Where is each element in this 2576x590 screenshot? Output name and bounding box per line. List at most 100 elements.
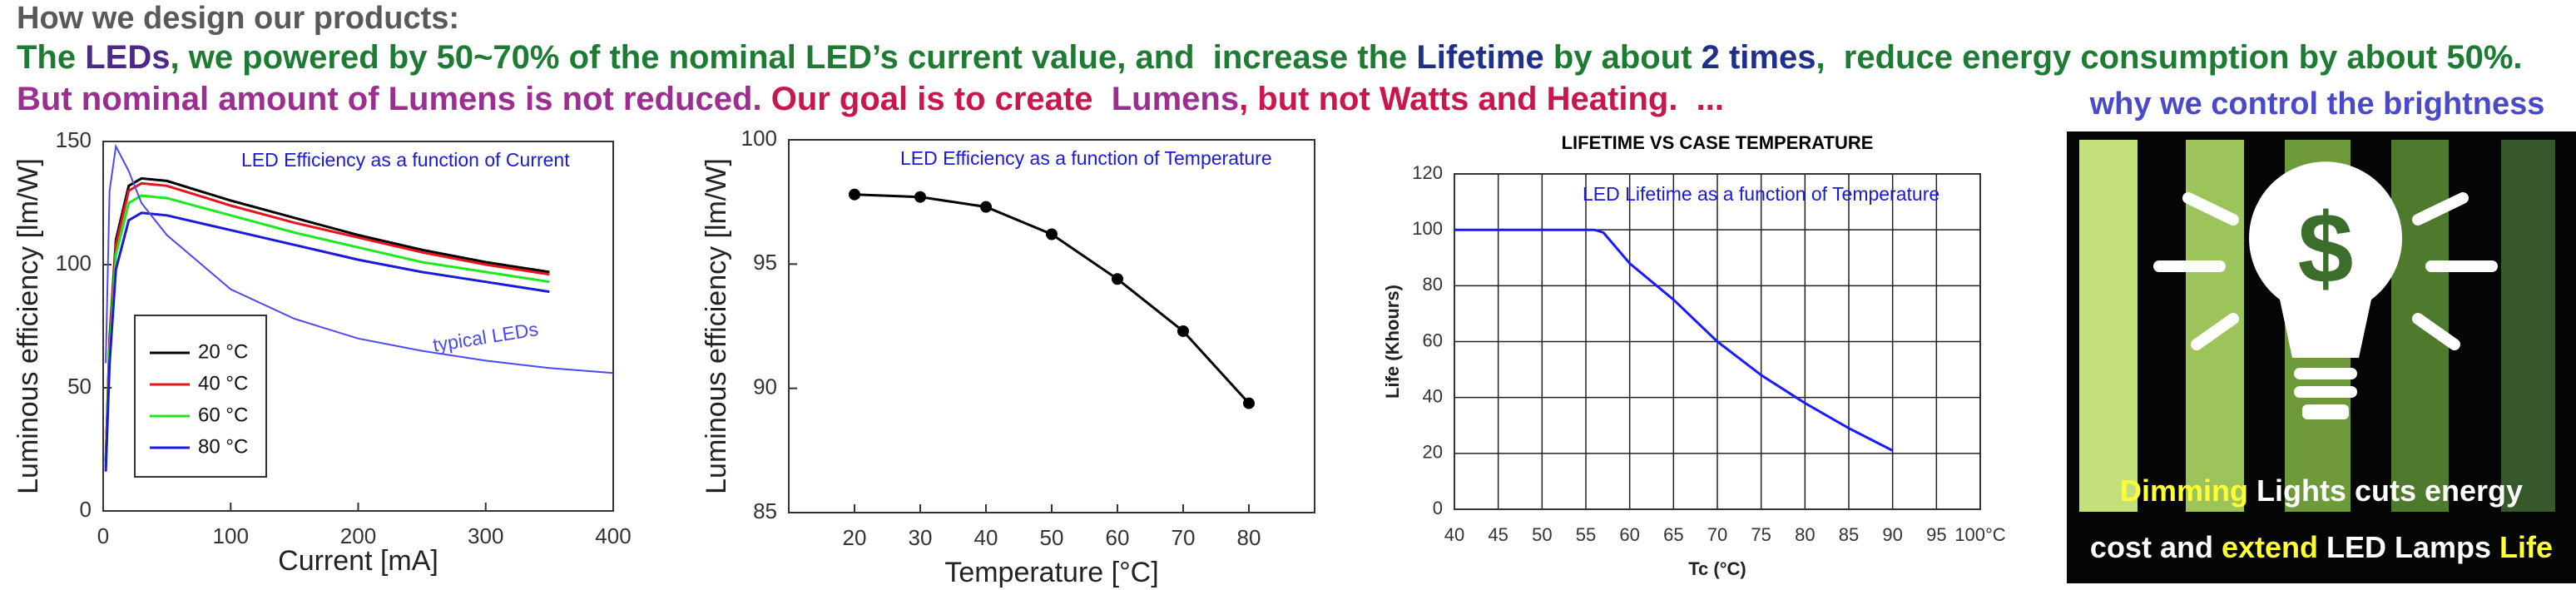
y-tick-label: 80 (1423, 274, 1443, 295)
x-axis-label: Current [mA] (278, 545, 438, 577)
y-tick-label: 0 (80, 497, 92, 522)
y-tick-label: 50 (67, 374, 92, 399)
y-tick-label: 90 (753, 374, 777, 399)
chart: 0 20 40 60 80 100 120 40 45 50 55 60 65 70 75 80 85 90 95 1… (1382, 132, 2006, 579)
y-tick-label: 40 (1423, 385, 1443, 406)
legend-label: 60 °C (198, 404, 248, 426)
x-tick-label: 20 (843, 525, 867, 550)
y-tick-label: 20 (1423, 442, 1443, 463)
x-tick-label: 300 (468, 523, 503, 548)
series-line (1454, 228, 1894, 452)
text-segment: , we powered by 50~70% of the nominal LE… (170, 39, 1416, 76)
text-segment: Lifetime (1416, 39, 1543, 76)
x-tick-label: 100 (213, 523, 249, 548)
y-axis-label: Luminous efficiency [lm/W] (701, 158, 732, 494)
text-segment: Dimming (2120, 473, 2248, 508)
x-tick-label: 60 (1106, 525, 1130, 550)
x-tick-label: 45 (1488, 524, 1508, 545)
x-tick-label: 55 (1576, 524, 1596, 545)
annotation: LED Lifetime as a function of Temperatur… (1583, 183, 1939, 205)
point (849, 188, 860, 201)
point (1046, 228, 1058, 240)
x-tick-label: 65 (1663, 524, 1683, 545)
x-tick-label: 100°C (1954, 524, 2006, 545)
x-tick-label: 50 (1040, 525, 1064, 550)
chart: 85 90 95 100 20 30 40 50 60 70 80 Temperature [°C] L… (701, 126, 1315, 588)
legend-label: 80 °C (198, 435, 248, 458)
annotation: LED Efficiency as a function of Current (241, 149, 570, 171)
x-tick-label: 50 (1532, 524, 1552, 545)
chart-title: LIFETIME VS CASE TEMPERATURE (1562, 132, 1874, 153)
y-tick-label: 0 (1433, 498, 1443, 518)
panel-caption: cost and extend LED Lamps Life (2090, 530, 2553, 564)
x-tick-label: 80 (1795, 524, 1815, 545)
x-tick-label: 95 (1926, 524, 1946, 545)
text-segment: , reduce energy consumption by about 50%… (1816, 39, 2522, 76)
rays (2153, 192, 2498, 350)
bulb-base (2302, 404, 2349, 419)
y-tick-label: 100 (1412, 218, 1443, 239)
y-tick-label: 100 (56, 250, 92, 275)
x-tick-label: 80 (1237, 525, 1261, 550)
annotation: LED Efficiency as a function of Temperat… (900, 147, 1272, 169)
y-tick-label: 85 (753, 498, 777, 523)
x-tick-label: 90 (1882, 524, 1902, 545)
point (1243, 397, 1255, 409)
text-segment: by about (1544, 39, 1702, 76)
stripe (2079, 140, 2138, 512)
text-segment: Our goal is to create (771, 81, 1112, 117)
series-line (104, 211, 550, 472)
x-tick-label: 70 (1172, 525, 1196, 550)
text-segment: LED Lamps (2318, 530, 2499, 564)
x-tick-label: 200 (340, 523, 376, 548)
reference-label: typical LEDs (431, 318, 539, 356)
dollar-symbol: $ (2298, 193, 2354, 305)
bulb-base (2294, 386, 2357, 398)
legend-label: 40 °C (198, 372, 248, 394)
text-segment: But nominal amount of Lumens is not redu… (17, 81, 771, 117)
plot-frame (102, 141, 614, 512)
header-line: The LEDs, we powered by 50~70% of the no… (17, 39, 2523, 76)
point (914, 191, 926, 203)
x-tick-label: 85 (1839, 524, 1859, 545)
text-segment: Life (2499, 530, 2553, 564)
header-line: But nominal amount of Lumens is not redu… (17, 81, 1724, 117)
point (1112, 273, 1123, 285)
y-axis-label: Life (Khours) (1382, 285, 1403, 399)
image-panel: $ Dimming Lights cuts energy cost and ex… (2067, 131, 2576, 583)
y-tick-label: 60 (1423, 330, 1443, 350)
plot-frame (788, 139, 1315, 513)
chart: 0 50 100 150 0 100 200 300 400 Current [mA] Lumino… (12, 127, 632, 577)
point (980, 201, 992, 213)
x-axis-label: Tc (°C) (1688, 558, 1746, 579)
x-tick-label: 400 (595, 523, 631, 548)
x-tick-label: 70 (1707, 524, 1727, 545)
x-tick-label: 40 (1444, 524, 1464, 545)
text-segment: extend (2222, 530, 2318, 564)
x-tick-label: 40 (974, 525, 998, 550)
y-axis-label: Luminous efficiency [lm/W] (12, 158, 44, 494)
x-tick-label: 75 (1751, 524, 1771, 545)
legend-box (134, 315, 267, 478)
text-segment: Lights cuts energy (2248, 473, 2523, 508)
text-segment: LEDs (85, 39, 170, 76)
bulb-base (2294, 368, 2357, 379)
y-tick-label: 100 (741, 126, 777, 151)
x-axis-label: Temperature [°C] (944, 557, 1158, 588)
y-tick-label: 150 (56, 127, 92, 152)
text-segment: 2 times (1702, 39, 1816, 76)
y-tick-label: 95 (753, 250, 777, 275)
bulb (2249, 161, 2402, 358)
point (1177, 325, 1189, 337)
panel-title: why we control the brightness (2089, 87, 2545, 121)
y-tick-label: 120 (1412, 162, 1443, 183)
x-tick-label: 0 (97, 523, 109, 548)
x-tick-label: 60 (1619, 524, 1639, 545)
legend-label: 20 °C (198, 340, 248, 363)
plot-frame (1454, 173, 1981, 510)
text-segment: cost and (2090, 530, 2222, 564)
text-segment: , but not Watts and Heating. ... (1239, 81, 1724, 117)
header-title: How we design our products: (17, 1, 459, 36)
reference-line (105, 143, 614, 374)
